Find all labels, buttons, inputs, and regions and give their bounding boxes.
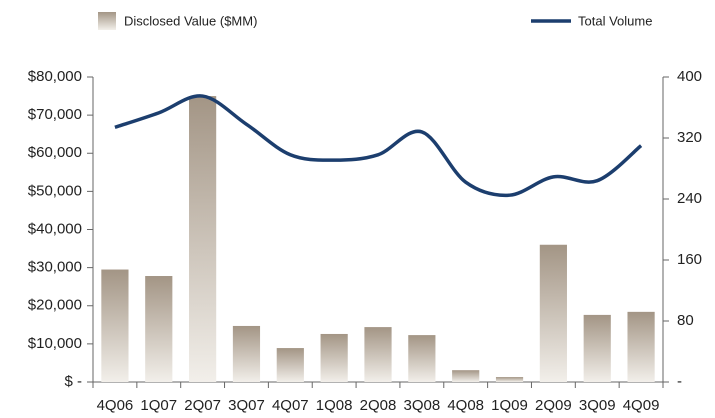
legend-label: Disclosed Value ($MM) xyxy=(124,13,257,28)
bar xyxy=(627,311,655,382)
x-tick-label: 3Q09 xyxy=(579,397,616,414)
x-tick-label: 2Q09 xyxy=(535,397,572,414)
x-tick-label: 4Q07 xyxy=(272,397,309,414)
legend-label: Total Volume xyxy=(578,13,652,28)
bar xyxy=(539,244,567,382)
y-tick-label: $10,000 xyxy=(28,335,82,352)
bar xyxy=(364,327,392,382)
bar xyxy=(189,96,217,382)
bar xyxy=(145,276,173,382)
y2-tick-label: 320 xyxy=(677,129,702,146)
y-tick-label: $70,000 xyxy=(28,106,82,123)
bar xyxy=(408,335,436,382)
bar xyxy=(495,377,524,382)
y-tick-label: $50,000 xyxy=(28,182,82,199)
y2-tick-label: 400 xyxy=(677,68,702,85)
x-tick-label: 3Q08 xyxy=(403,397,440,414)
y2-tick-label: 160 xyxy=(677,251,702,268)
x-tick-label: 4Q08 xyxy=(447,397,484,414)
line xyxy=(114,94,643,198)
x-tick-label: 4Q06 xyxy=(97,397,134,414)
x-tick-label: 3Q07 xyxy=(228,397,265,414)
legend-swatch xyxy=(98,12,116,30)
y-tick-label: $60,000 xyxy=(28,144,82,161)
bar xyxy=(320,333,348,382)
y-tick-label: $ - xyxy=(64,373,82,390)
y-tick-label: $20,000 xyxy=(28,297,82,314)
x-tick-label: 1Q08 xyxy=(316,397,353,414)
bar xyxy=(452,370,480,382)
x-tick-label: 2Q08 xyxy=(360,397,397,414)
y-tick-label: $30,000 xyxy=(28,259,82,276)
y2-tick-label: 80 xyxy=(677,312,694,329)
bar xyxy=(232,325,261,382)
bar xyxy=(276,348,304,382)
y-tick-label: $80,000 xyxy=(28,68,82,85)
y2-tick-label: - xyxy=(677,373,682,390)
bar xyxy=(101,269,129,382)
x-tick-label: 2Q07 xyxy=(184,397,221,414)
x-tick-label: 1Q09 xyxy=(491,397,528,414)
x-tick-label: 4Q09 xyxy=(623,397,660,414)
y-tick-label: $40,000 xyxy=(28,220,82,237)
bar xyxy=(583,314,611,382)
y2-tick-label: 240 xyxy=(677,190,702,207)
x-tick-label: 1Q07 xyxy=(140,397,177,414)
